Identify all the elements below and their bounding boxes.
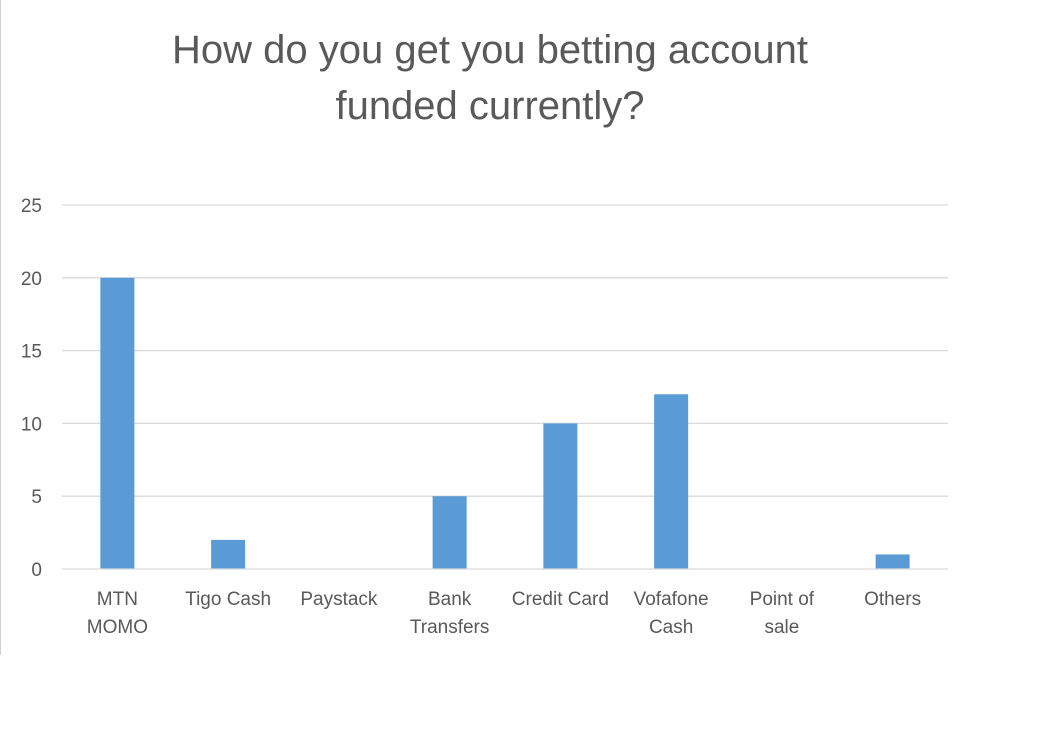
y-tick-label: 10 [21, 414, 42, 435]
y-tick-label: 20 [21, 269, 42, 290]
bar [211, 539, 246, 569]
x-tick-label: Paystack [300, 589, 378, 610]
x-tick-label: Credit Card [512, 589, 609, 610]
x-tick-label: MTN MOMO [87, 589, 148, 638]
x-tick-label: Vofafone Cash [634, 589, 709, 638]
chart-title-line-2: funded currently? [335, 84, 645, 128]
gridlines [62, 204, 948, 497]
x-tick-label: Point of sale [750, 589, 815, 638]
bar [432, 496, 467, 569]
bars [100, 277, 910, 569]
y-tick-label: 25 [21, 196, 42, 217]
chart-title-line-1: How do you get you betting account [172, 28, 808, 72]
y-axis-tick-labels: 0 5 10 15 20 25 [21, 196, 42, 581]
x-tick-label: Tigo Cash [185, 589, 271, 610]
x-tick-label: Others [864, 589, 921, 610]
bar [875, 554, 910, 569]
bar [654, 394, 689, 569]
x-tick-label: Bank Transfers [410, 589, 490, 638]
bar [543, 423, 578, 569]
y-tick-label: 15 [21, 342, 42, 363]
y-tick-label: 5 [31, 487, 42, 508]
chart-title: How do you get you betting account funde… [60, 22, 920, 134]
bar [100, 277, 135, 569]
page-left-border [0, 0, 1, 655]
x-axis-category-labels: MTN MOMO Tigo Cash Paystack Bank Transfers Cre… [87, 589, 921, 638]
y-tick-label: 0 [31, 560, 42, 581]
